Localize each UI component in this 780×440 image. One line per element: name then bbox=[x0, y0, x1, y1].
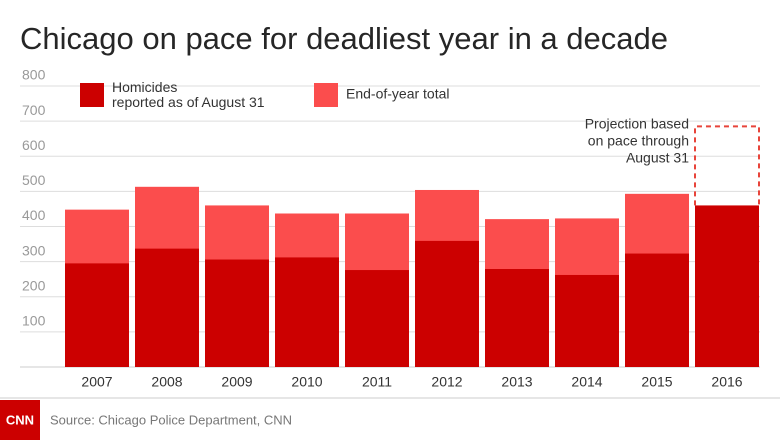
legend-swatch bbox=[80, 83, 104, 107]
legend-label: End-of-year total bbox=[346, 86, 450, 102]
chart-title: Chicago on pace for deadliest year in a … bbox=[20, 21, 668, 56]
bar bbox=[485, 269, 549, 367]
x-tick-label: 2007 bbox=[81, 374, 112, 390]
bar bbox=[625, 253, 689, 367]
bar bbox=[555, 274, 619, 367]
x-tick-label: 2010 bbox=[291, 374, 322, 390]
y-tick-label: 200 bbox=[22, 277, 46, 293]
bar bbox=[205, 259, 269, 367]
bar bbox=[135, 248, 199, 367]
x-tick-label: 2016 bbox=[711, 374, 742, 390]
x-tick-label: 2012 bbox=[431, 374, 462, 390]
bar bbox=[65, 263, 129, 367]
x-tick-label: 2009 bbox=[221, 374, 252, 390]
bar bbox=[695, 205, 759, 367]
bar bbox=[415, 240, 479, 367]
logo-box bbox=[0, 400, 40, 440]
bar bbox=[275, 257, 339, 367]
legend-label: Homicides reported as of August 31 bbox=[112, 79, 265, 110]
source: Source: Chicago Police Department, CNN bbox=[50, 412, 292, 427]
x-tick-label: 2011 bbox=[362, 374, 392, 390]
projection-label: Projection based on pace through August 31 bbox=[585, 115, 689, 165]
x-tick-label: 2013 bbox=[501, 374, 532, 390]
x-tick-label: 2015 bbox=[641, 374, 672, 390]
projection bbox=[694, 125, 760, 206]
y-tick-label: 100 bbox=[22, 313, 46, 329]
y-tick-label: 600 bbox=[22, 137, 46, 153]
x-tick-label: 2014 bbox=[571, 374, 602, 390]
y-tick-label: 400 bbox=[22, 207, 46, 223]
y-tick-label: 300 bbox=[22, 242, 46, 258]
logo: CNN bbox=[6, 412, 34, 427]
x-tick-label: 2008 bbox=[151, 374, 182, 390]
y-tick-label: 800 bbox=[22, 67, 46, 83]
y-tick-label: 500 bbox=[22, 172, 46, 188]
y-tick-label: 700 bbox=[22, 102, 46, 118]
bar bbox=[345, 270, 409, 367]
legend-swatch bbox=[314, 83, 338, 107]
